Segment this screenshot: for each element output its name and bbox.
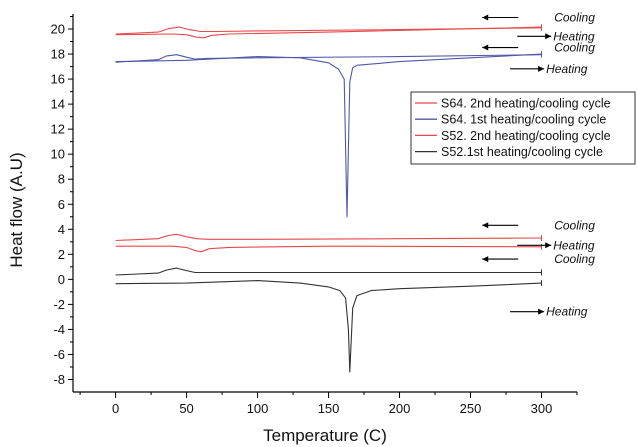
annotation-label: Heating [546,305,588,319]
x-tick-label: 0 [112,401,119,416]
arrowhead-left-icon [482,44,489,51]
cooling-annotation: Cooling [482,252,595,266]
series-line [115,54,542,63]
annotation-label: Heating [553,29,595,43]
y-tick-label: 12 [51,122,65,137]
axes: 0 50 100 150 200 250 300 -8 -6 -4 -2 0 2 4 6 8 10 12 14 16 1… [51,14,578,416]
series-line [115,26,542,39]
y-tick-label: 16 [51,72,65,87]
cooling-annotation: Cooling [482,41,595,55]
annotation-label: Cooling [554,252,595,266]
y-tick-label: 2 [58,247,65,262]
x-tick-label: 200 [389,401,411,416]
y-tick-label: -2 [53,297,65,312]
x-tick-label: 150 [318,401,340,416]
x-tick-label: 100 [247,401,269,416]
legend-box [410,91,636,165]
annotation-label: Cooling [554,218,595,232]
y-tick-label: -6 [53,347,65,362]
x-tick-label: 300 [531,401,553,416]
y-tick-label: 10 [51,147,65,162]
heating-annotation: Heating [510,305,588,319]
arrowhead-right-icon [538,65,545,72]
heating-annotation: Heating [517,29,595,43]
legend: S64. 2nd heating/cooling cycle S64. 1st h… [410,91,636,165]
legend-label: S64. 2nd heating/cooling cycle [441,97,611,111]
series-line [115,245,542,253]
series-line [115,26,542,35]
y-tick-label: -4 [53,322,65,337]
y-tick-label: 18 [51,47,65,62]
arrowhead-left-icon [482,256,489,263]
y-tick-label: 4 [58,222,65,237]
annotation-label: Cooling [554,11,595,25]
arrowhead-right-icon [545,33,552,40]
annotation-label: Heating [546,62,588,76]
heating-annotation: Heating [517,238,595,252]
heating-annotation: Heating [510,62,588,76]
y-axis-title: Heat flow (A.U) [7,152,26,267]
series-line [115,280,542,373]
series-line [115,267,542,276]
cooling-annotation: Cooling [482,11,595,25]
y-tick-label: 14 [51,97,65,112]
x-axis-title: Temperature (C) [263,426,387,445]
arrowhead-right-icon [545,242,552,249]
annotation-label: Heating [553,238,595,252]
series-line [115,53,542,218]
arrowhead-right-icon [538,308,545,315]
legend-label: S64. 1st heating/cooling cycle [441,113,606,127]
x-tick-label: 50 [179,401,193,416]
arrowhead-left-icon [482,222,489,229]
annotations: CoolingHeatingCoolingHeatingCoolingHeati… [482,11,595,319]
y-tick-label: 6 [58,197,65,212]
arrowhead-left-icon [482,14,489,21]
y-tick-label: -8 [53,372,65,387]
y-tick-label: 8 [58,172,65,187]
legend-label: S52. 2nd heating/cooling cycle [441,129,611,143]
series-line [115,233,542,242]
legend-label: S52.1st heating/cooling cycle [441,145,603,159]
annotation-label: Cooling [554,41,595,55]
y-tick-label: 0 [58,272,65,287]
y-tick-label: 20 [51,22,65,37]
x-tick-label: 250 [460,401,482,416]
cooling-annotation: Cooling [482,218,595,232]
series-group [115,24,543,373]
